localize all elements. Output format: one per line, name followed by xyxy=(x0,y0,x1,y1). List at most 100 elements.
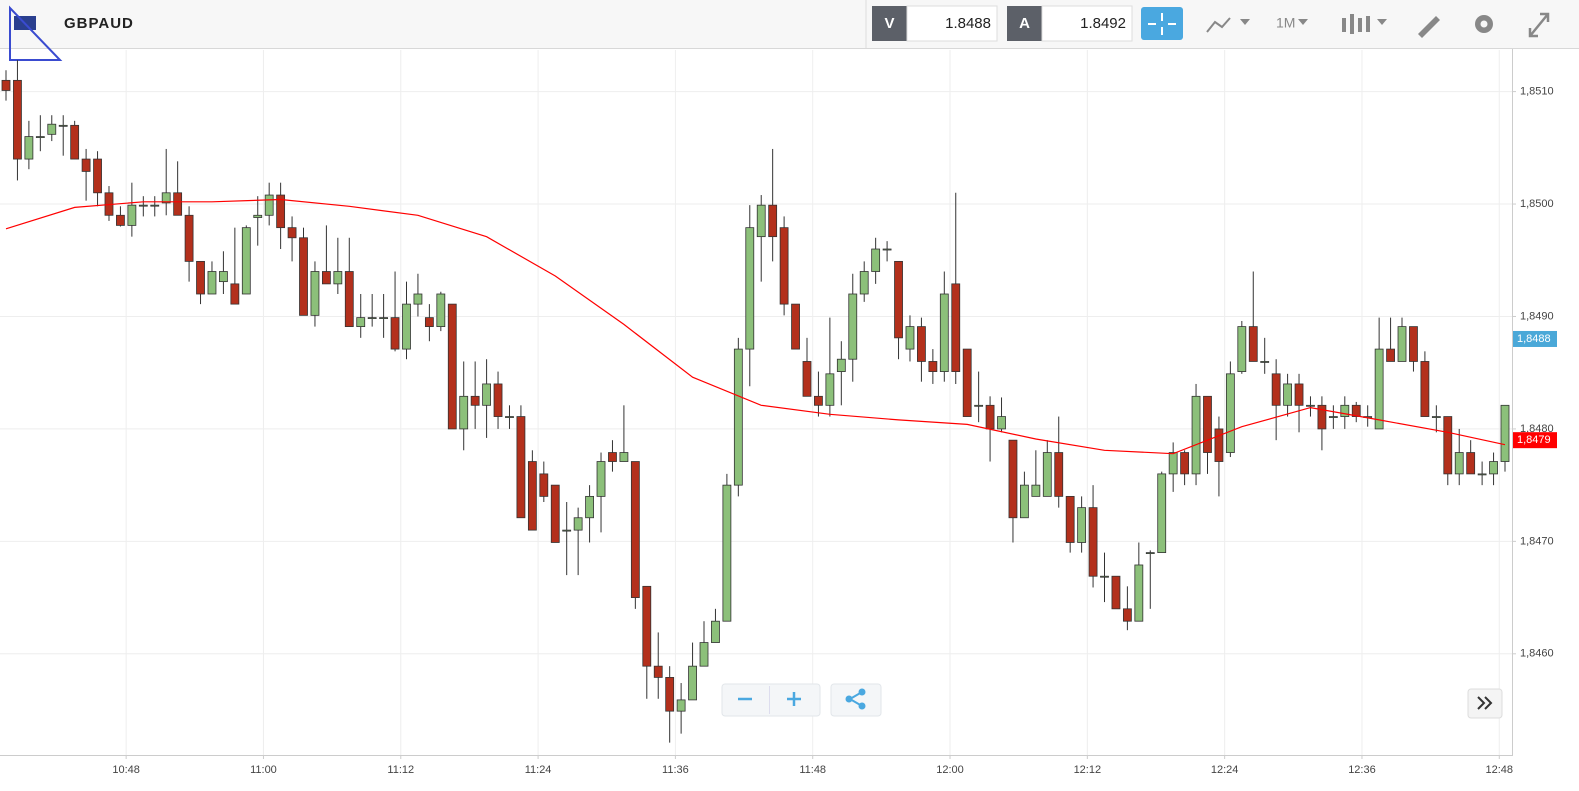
scroll-end-button[interactable] xyxy=(1467,688,1503,719)
candle-body xyxy=(436,293,446,328)
candle-body xyxy=(562,529,572,532)
crosshair-button[interactable] xyxy=(1141,7,1183,40)
candle-body xyxy=(424,317,434,328)
share-dot xyxy=(858,702,866,710)
candle-body xyxy=(161,192,171,204)
candle-body xyxy=(241,227,251,295)
candle-body xyxy=(653,665,663,678)
plot-area: 1,8460 1,8470 1,8480 1,8490 1,8500 1,8510 10:4… xyxy=(0,50,1554,776)
candle-body xyxy=(1168,452,1178,475)
candle-body xyxy=(745,227,755,350)
candle-body xyxy=(608,452,617,462)
candle-body xyxy=(688,665,697,701)
candle-body xyxy=(482,383,491,406)
candle-body xyxy=(836,358,846,372)
drawing-triangle xyxy=(9,5,63,61)
ask-label: A xyxy=(1019,15,1030,32)
candle-body xyxy=(1386,348,1395,362)
share-dot xyxy=(858,688,866,696)
share-button[interactable] xyxy=(830,683,882,717)
candle-body xyxy=(287,227,297,239)
candle-body xyxy=(1374,348,1384,430)
candle-body xyxy=(894,260,903,339)
indicator-icon[interactable] xyxy=(1206,17,1231,33)
candle-body xyxy=(390,317,400,350)
candle-body xyxy=(1214,428,1224,462)
candle-body xyxy=(779,227,789,305)
candle-body xyxy=(1203,395,1212,453)
ask-button[interactable] xyxy=(1007,6,1042,41)
candle-body xyxy=(882,248,892,251)
candle-body xyxy=(413,293,423,305)
moving-average xyxy=(5,198,1506,455)
price-tag xyxy=(1513,330,1557,347)
candle-body xyxy=(356,317,366,328)
candle-body xyxy=(35,136,45,138)
x-tick-label: 11:12 xyxy=(387,764,414,776)
candle-body xyxy=(1008,439,1018,519)
candle-body xyxy=(550,484,560,543)
candle-body xyxy=(13,79,22,160)
candle-body xyxy=(321,271,331,285)
candle-body xyxy=(573,517,583,531)
candle-body xyxy=(264,194,274,216)
candle-body xyxy=(459,395,469,430)
chart-type-icon[interactable] xyxy=(1342,14,1370,34)
candle-body xyxy=(1145,552,1155,555)
candle-body xyxy=(505,416,514,418)
candle-body xyxy=(619,452,629,462)
candle-body xyxy=(402,303,411,350)
candle-body xyxy=(585,495,594,519)
candle-body xyxy=(928,361,938,372)
crosshair-icon xyxy=(1148,13,1176,35)
candle-body xyxy=(939,293,949,372)
share-dot xyxy=(845,695,853,703)
candle-body xyxy=(138,204,148,207)
candle-body xyxy=(1306,404,1315,407)
fullscreen-icon[interactable] xyxy=(1528,12,1550,38)
x-tick-label: 11:36 xyxy=(662,764,689,776)
candle-body xyxy=(116,214,125,226)
candle-body xyxy=(333,271,343,285)
timeframe[interactable]: 1M xyxy=(1276,15,1295,31)
candle-body xyxy=(974,404,984,407)
candle-body xyxy=(768,204,778,238)
candle-body xyxy=(1294,383,1304,406)
candle-body xyxy=(81,158,91,172)
candle-body xyxy=(1180,452,1190,475)
candle-body xyxy=(596,461,606,497)
candle-body xyxy=(997,416,1006,430)
candle-body xyxy=(848,293,858,360)
candle-body xyxy=(722,484,732,622)
candle-body xyxy=(1328,416,1338,418)
candle-body xyxy=(917,326,926,362)
candle-body xyxy=(1454,452,1464,475)
candle-body xyxy=(1065,495,1075,543)
candle-body xyxy=(150,204,160,207)
candle-body xyxy=(470,395,480,406)
candle-body xyxy=(1191,395,1201,475)
candle-body xyxy=(1054,452,1064,497)
candle-body xyxy=(1260,361,1270,363)
bid-button[interactable] xyxy=(872,6,907,41)
candle-body xyxy=(539,473,549,497)
candle-body xyxy=(985,404,995,430)
zoom-icons[interactable] xyxy=(738,692,801,706)
zoom-buttons xyxy=(721,683,821,717)
x-tick-label: 12:48 xyxy=(1486,764,1514,776)
x-tick-label: 12:36 xyxy=(1348,764,1376,776)
draw-icon[interactable] xyxy=(1418,16,1440,38)
x-tick-label: 11:00 xyxy=(250,764,277,776)
candle-body xyxy=(196,260,205,295)
candle-body xyxy=(814,395,823,406)
candle-body xyxy=(367,317,377,320)
candle-body xyxy=(1225,373,1235,453)
candle-body xyxy=(1077,507,1087,543)
candle-body xyxy=(859,271,869,295)
settings-icon-hole xyxy=(1480,20,1488,28)
candle-body xyxy=(173,192,183,216)
candle-body xyxy=(516,416,526,519)
candle-body xyxy=(207,271,217,295)
candle-body xyxy=(756,204,766,238)
candle-body xyxy=(733,348,743,486)
